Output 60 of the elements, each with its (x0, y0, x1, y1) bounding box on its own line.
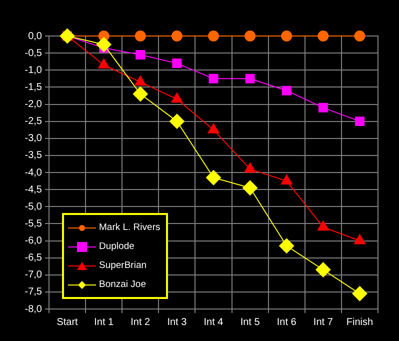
legend-label: Mark L. Rivers (99, 222, 160, 233)
point (134, 76, 146, 86)
point (354, 116, 364, 126)
x-tick-label: Int 5 (240, 316, 260, 328)
point (280, 174, 292, 185)
y-tick-label: -8,0 (24, 304, 42, 315)
point (245, 74, 255, 84)
y-tick-label: -2,0 (24, 99, 42, 110)
point (242, 180, 258, 196)
point (316, 262, 331, 278)
point (318, 102, 328, 112)
point (96, 37, 112, 52)
y-tick-label: -4,5 (24, 184, 42, 196)
y-tick-label: -7,0 (24, 270, 42, 281)
x-tick-label: Start (56, 316, 78, 328)
y-tick-label: -4,0 (24, 167, 42, 178)
x-tick-label: Int 7 (313, 316, 334, 328)
point (354, 30, 366, 42)
point (208, 123, 220, 134)
y-tick-label: -7,5 (24, 286, 42, 298)
x-tick-label: Int 3 (167, 316, 188, 328)
point (172, 58, 182, 68)
y-tick-label: -5,0 (24, 201, 42, 212)
x-tick-label: Int 6 (276, 316, 297, 328)
point (208, 30, 219, 42)
x-tick-label: Finish (346, 316, 374, 328)
legend-label: SuperBrian (99, 260, 147, 271)
legend-label: Bonzai Joe (99, 279, 146, 290)
legend-label: Duplode (99, 241, 134, 252)
y-tick-label: -6,5 (24, 252, 42, 264)
point (279, 238, 294, 254)
y-tick-label: -0,5 (24, 48, 42, 59)
point (171, 30, 182, 42)
y-tick-label: -6,0 (24, 236, 42, 246)
x-tick-label: Int 1 (94, 316, 114, 328)
point (282, 86, 292, 96)
point (169, 114, 184, 129)
point (136, 50, 146, 60)
point (206, 170, 221, 186)
x-tick-label: Int 4 (204, 316, 224, 328)
point (318, 30, 329, 42)
point (244, 162, 256, 173)
x-tick-label: Int 2 (130, 316, 151, 328)
point (317, 220, 329, 231)
point (208, 74, 218, 84)
y-tick-label: -1,5 (24, 82, 42, 93)
y-tick-label: -3,0 (24, 133, 42, 144)
point (98, 58, 110, 69)
point (281, 30, 292, 42)
y-tick-label: -3,5 (24, 150, 42, 162)
point (132, 86, 148, 102)
point (352, 286, 368, 302)
y-tick-label: -5,5 (24, 218, 42, 230)
point (244, 30, 256, 42)
point (354, 234, 366, 244)
point (134, 30, 146, 42)
point (171, 92, 183, 103)
y-tick-label: 0,0 (28, 30, 42, 42)
y-tick-label: -1,0 (24, 64, 42, 76)
y-tick-label: -2,5 (24, 116, 42, 128)
